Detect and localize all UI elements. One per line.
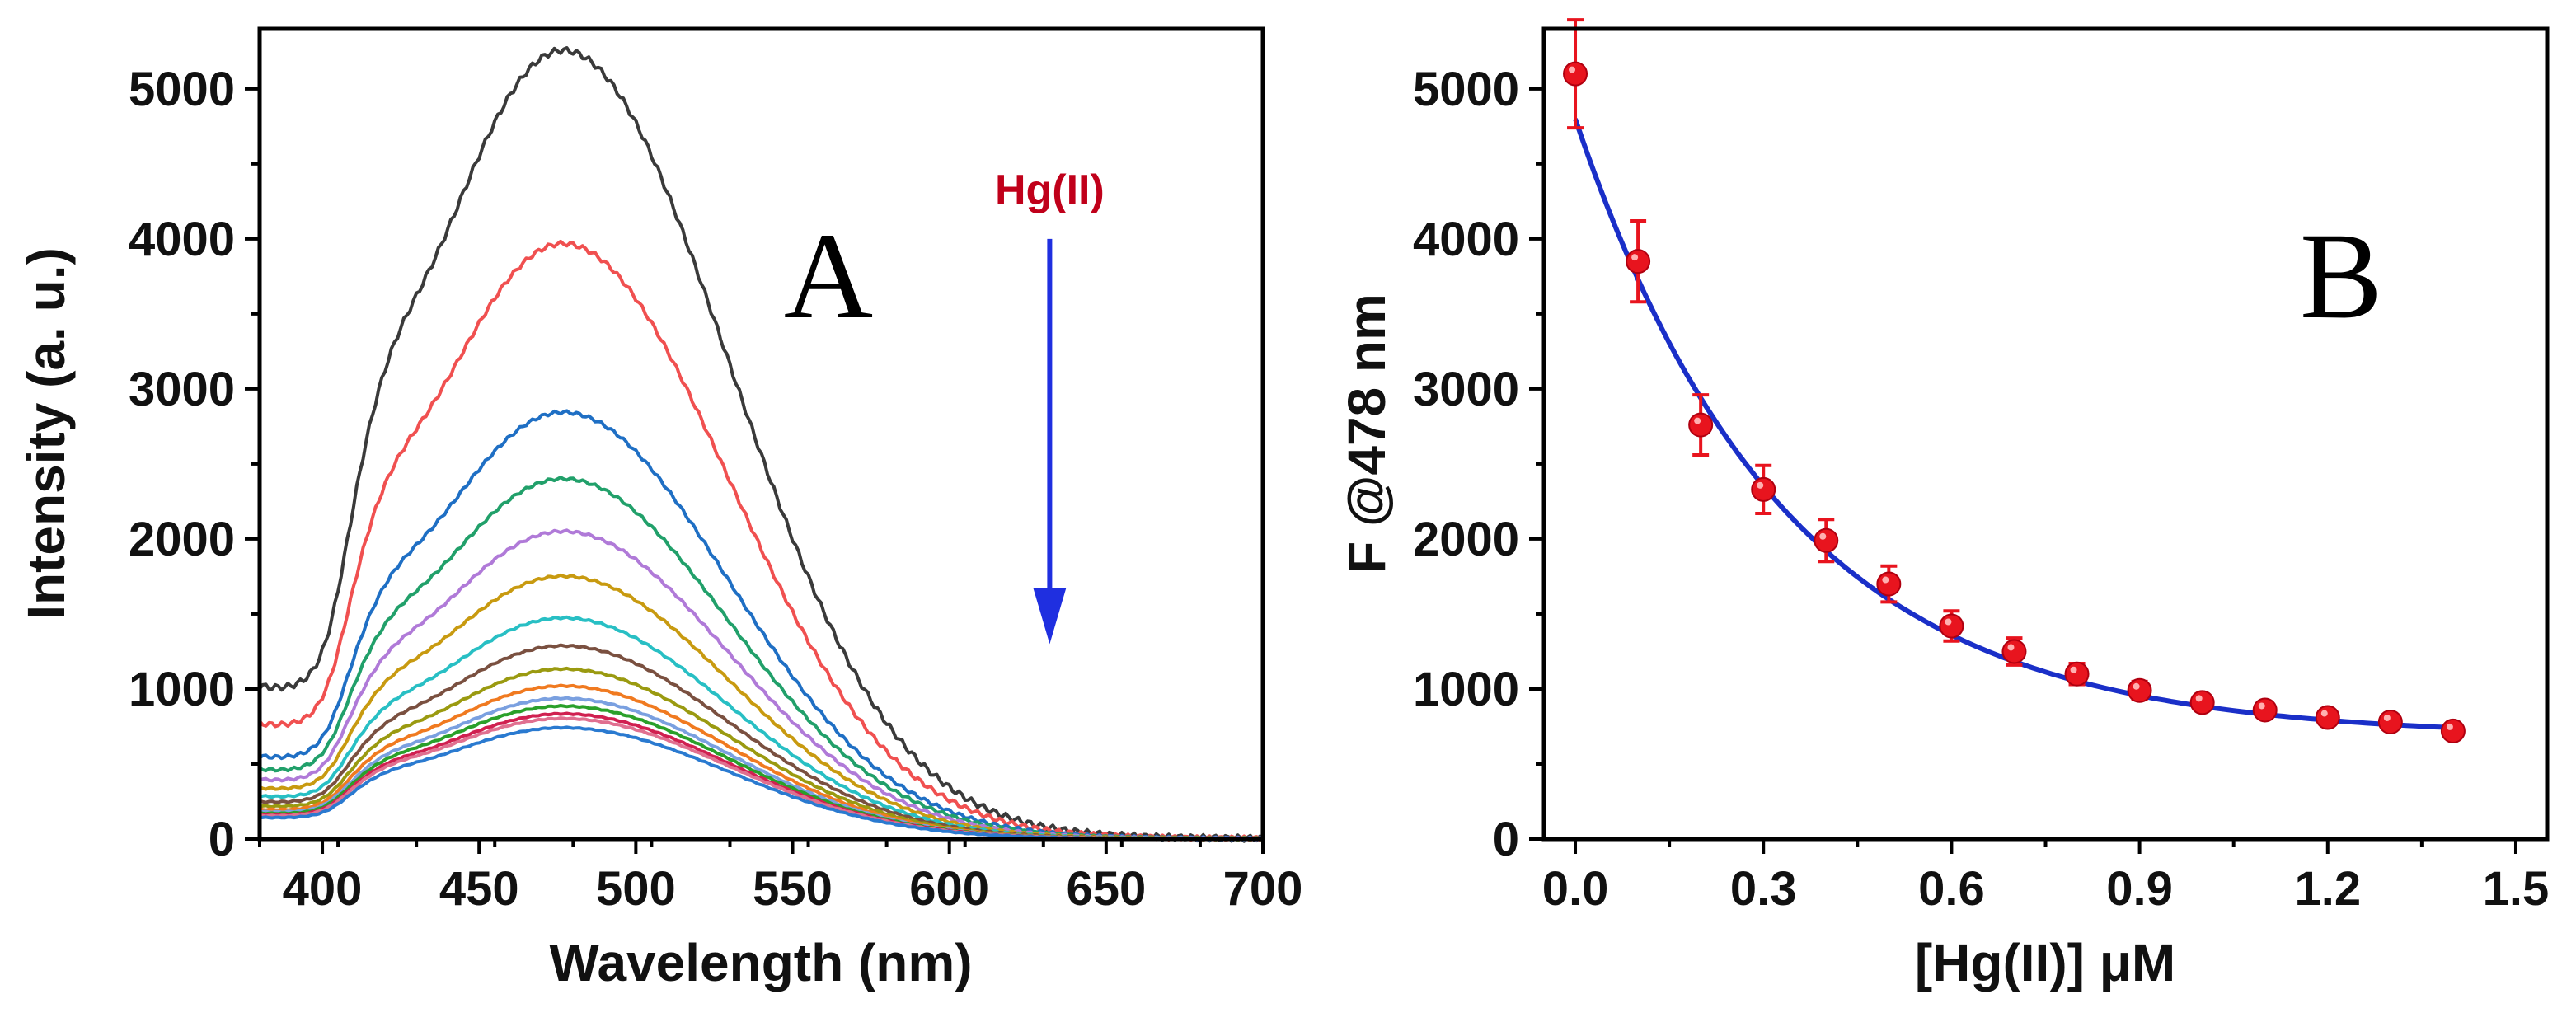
panel-b-x-axis-title: [Hg(II)] μM <box>1915 933 2175 992</box>
data-point-highlight <box>1882 576 1889 584</box>
spectrum-line-1 <box>258 46 1264 843</box>
panel-b-y-tick-label: 3000 <box>1413 363 1519 416</box>
panel-b-y-tick-label: 5000 <box>1413 63 1519 116</box>
panel-b-x-tick-label: 0.3 <box>1730 862 1797 916</box>
panel-a-series-group <box>258 46 1264 843</box>
data-point <box>1688 412 1714 438</box>
data-point-highlight <box>1631 254 1639 261</box>
data-point <box>1814 527 1839 553</box>
panel-a-y-tick-label: 2000 <box>129 513 235 566</box>
arrow-head <box>1033 588 1067 645</box>
panel-b-y-tick-label: 2000 <box>1413 513 1519 566</box>
spectrum-line-11 <box>259 696 1264 842</box>
panel-a-x-tick-label: 700 <box>1223 862 1303 916</box>
panel-a-y-tick-label: 0 <box>209 813 235 866</box>
data-point <box>1751 476 1776 502</box>
data-point <box>2001 639 2027 664</box>
panel-a-y-tick-label: 4000 <box>129 213 235 266</box>
panel-a-x-tick-label: 450 <box>439 862 519 916</box>
panel-b-x-tick-label: 0.0 <box>1542 862 1609 916</box>
data-point-highlight <box>1569 66 1576 73</box>
panel-a-spectra-chart: 400 450 500 550 600 650 700 0 1000 2000 3000 4000 50… <box>16 26 1302 992</box>
panel-a-y-axis-title: Intensity (a. u.) <box>16 247 76 620</box>
data-point-highlight <box>2133 682 2140 690</box>
data-point <box>1939 613 1964 639</box>
data-point-highlight <box>2070 666 2077 673</box>
data-point <box>1563 61 1588 87</box>
panel-b-y-tick-label: 1000 <box>1413 663 1519 716</box>
panel-a-plot-frame <box>257 26 1265 842</box>
data-point <box>1626 249 1651 274</box>
spectrum-line-5 <box>259 528 1264 842</box>
panel-b-letter: B <box>2300 208 2382 345</box>
panel-b-y-tick-label: 0 <box>1493 813 1519 866</box>
panel-a-x-tick-label: 400 <box>283 862 363 916</box>
panel-b-scatter-chart: 0.0 0.3 0.6 0.9 1.2 1.5010002000300040005000 … <box>1337 18 2550 992</box>
data-point-highlight <box>1757 481 1764 489</box>
data-point-highlight <box>2446 723 2453 730</box>
data-point-highlight <box>1694 417 1701 424</box>
panel-b-y-tick-label: 4000 <box>1413 213 1519 266</box>
panel-b-y-axis-title: F @478 nm <box>1337 293 1396 574</box>
data-point <box>2189 690 2215 715</box>
panel-a-x-axis-title: Wavelength (nm) <box>549 933 972 992</box>
data-point <box>2064 661 2090 687</box>
data-point <box>1876 571 1902 597</box>
data-point <box>2127 677 2152 703</box>
panel-b-x-tick-label: 0.9 <box>2106 862 2173 916</box>
panel-a-letter: A <box>784 208 873 345</box>
data-point-highlight <box>2383 715 2391 722</box>
panel-a-x-tick-label: 500 <box>596 862 676 916</box>
panel-a-x-tick-label: 600 <box>909 862 989 916</box>
data-point-highlight <box>2320 710 2328 717</box>
data-point <box>2440 718 2466 743</box>
data-point <box>2315 705 2340 730</box>
panel-b-x-tick-label: 1.2 <box>2294 862 2361 916</box>
spectrum-line-8 <box>259 643 1264 842</box>
data-point-highlight <box>1819 532 1827 540</box>
panel-a-y-tick-label: 1000 <box>129 663 235 716</box>
panel-a-y-tick-label: 3000 <box>129 363 235 416</box>
panel-a-x-tick-label: 550 <box>753 862 833 916</box>
data-point-highlight <box>2195 695 2203 702</box>
data-point-highlight <box>1945 618 1952 626</box>
panel-b-x-tick-label: 0.6 <box>1918 862 1985 916</box>
hg-annotation-label: Hg(II) <box>995 166 1105 214</box>
data-point <box>2377 710 2403 735</box>
panel-b-x-tick-label: 1.5 <box>2483 862 2550 916</box>
data-point <box>2252 697 2278 723</box>
data-point-highlight <box>2258 702 2265 710</box>
panel-b-ticks: 0.0 0.3 0.6 0.9 1.2 1.5 0 1000 2000 3000 4000 5000 <box>1413 63 2549 916</box>
panel-a-x-tick-label: 650 <box>1066 862 1146 916</box>
spectrum-line-7 <box>259 615 1264 842</box>
panel-a-ticks: 400 450 500 550 600 650 700 0 1000 2000 3000 4000 50… <box>129 63 1302 916</box>
data-point-highlight <box>2007 644 2015 651</box>
decrease-arrow-icon <box>1033 238 1067 645</box>
panel-b-points-group <box>1563 18 2466 743</box>
panel-a-y-tick-label: 5000 <box>129 63 235 116</box>
